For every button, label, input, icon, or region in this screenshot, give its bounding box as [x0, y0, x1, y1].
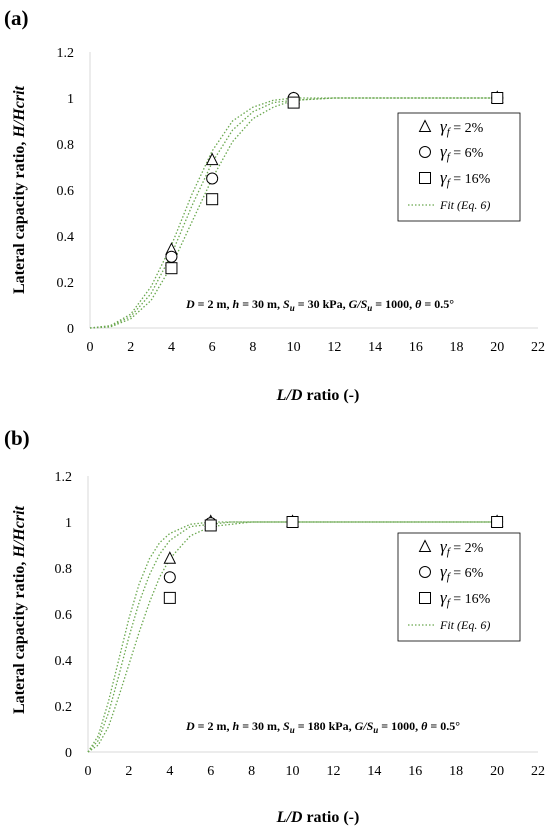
x-tick-label: 0	[85, 764, 92, 779]
y-tick-label: 1	[65, 516, 72, 531]
y-tick-label: 1	[67, 92, 74, 107]
y-tick-label: 1.2	[57, 46, 75, 61]
legend: γf = 2% γf = 6% γf = 16% Fit (Eq. 6)	[397, 112, 521, 222]
y-tick-label: 0.8	[55, 562, 73, 577]
square-marker	[163, 591, 176, 604]
chart-b: 0 0.2 0.4 0.6 0.8 1 1.2 0 2 4 6 8 10 12 14 16 18 20 22 La…	[11, 470, 546, 826]
x-tick-label: 14	[368, 340, 382, 355]
legend-entry-3: γf = 16%	[440, 168, 491, 189]
annotation: D = 2 m, h = 30 m, Su = 30 kPa, G/Su = 1…	[185, 297, 454, 313]
legend-square-symbol	[419, 172, 431, 184]
y-tick-label: 1.2	[55, 470, 73, 485]
x-tick-labels: 0 2 4 6 8 10 12 14 16 18 20 22	[87, 340, 546, 355]
fit-curve-1	[89, 97, 498, 329]
legend-entry-2: γf = 6%	[440, 562, 484, 583]
annotation: D = 2 m, h = 30 m, Su = 180 kPa, G/Su = …	[185, 719, 460, 735]
square-marker	[206, 193, 219, 206]
x-tick-label: 12	[326, 764, 340, 779]
triangle-marker	[163, 551, 177, 564]
y-tick-label: 0.2	[57, 276, 75, 291]
square-marker	[165, 262, 178, 275]
legend-symbols	[408, 539, 434, 626]
y-tick-label: 0.6	[55, 608, 73, 623]
circle-marker	[165, 250, 178, 263]
x-axis-title: L/D ratio (-)	[276, 387, 360, 404]
x-tick-label: 14	[367, 764, 381, 779]
legend-triangle-symbol	[418, 119, 432, 132]
legend-square-symbol	[419, 592, 431, 604]
x-tick-label: 22	[531, 764, 545, 779]
x-tick-label: 22	[531, 340, 545, 355]
legend: γf = 2% γf = 6% γf = 16% Fit (Eq. 6)	[397, 532, 521, 642]
fit-curves	[89, 97, 498, 329]
y-tick-label: 0.2	[55, 700, 73, 715]
y-axis-title: Lateral capacity ratio, H/Hcrit	[11, 505, 28, 714]
fit-curve-1	[87, 521, 498, 753]
x-tick-label: 2	[127, 340, 134, 355]
chart-a: 0 0.2 0.4 0.6 0.8 1 1.2 0 2 4 6 8 10 12 14 16 18 20 22 La…	[11, 46, 546, 404]
square-marker	[491, 92, 504, 104]
x-tick-label: 2	[125, 764, 132, 779]
fit-curve-2	[89, 97, 498, 329]
x-tick-label: 16	[409, 340, 423, 355]
x-tick-label: 16	[408, 764, 422, 779]
y-tick-label: 0	[65, 746, 72, 761]
y-tick-labels: 0 0.2 0.4 0.6 0.8 1 1.2	[55, 470, 73, 761]
x-tick-label: 18	[449, 764, 463, 779]
circle-marker	[206, 172, 219, 185]
x-tick-label: 12	[327, 340, 341, 355]
square-marker	[286, 516, 299, 528]
legend-entry-fit: Fit (Eq. 6)	[439, 198, 490, 212]
legend-circle-symbol	[419, 146, 431, 158]
y-tick-label: 0.6	[57, 184, 75, 199]
axes	[89, 52, 538, 329]
square-marker	[491, 516, 504, 528]
x-tick-label: 4	[166, 764, 173, 779]
legend-entry-1: γf = 2%	[440, 117, 484, 138]
x-tick-label: 0	[87, 340, 94, 355]
legend-triangle-symbol	[418, 539, 432, 552]
legend-entry-1: γf = 2%	[440, 537, 484, 558]
triangle-marker	[205, 152, 219, 166]
fit-curves	[87, 521, 498, 753]
square-marker	[287, 96, 300, 109]
x-axis-title: L/D ratio (-)	[276, 809, 360, 826]
axes	[87, 476, 538, 753]
y-tick-label: 0.4	[57, 230, 75, 245]
fit-curve-3	[87, 521, 498, 753]
x-tick-label: 10	[286, 764, 300, 779]
y-tick-label: 0.4	[55, 654, 73, 669]
x-tick-label: 20	[490, 764, 504, 779]
legend-entry-fit: Fit (Eq. 6)	[439, 618, 490, 632]
x-tick-label: 4	[168, 340, 175, 355]
panel-label-a: (a)	[4, 6, 29, 30]
data-markers	[163, 514, 504, 604]
fit-curve-3	[89, 97, 498, 329]
panel-label-b: (b)	[4, 426, 30, 450]
x-tick-label: 18	[450, 340, 464, 355]
x-tick-label: 8	[249, 340, 256, 355]
x-tick-label: 6	[209, 340, 216, 355]
square-marker	[204, 519, 217, 532]
legend-entry-2: γf = 6%	[440, 142, 484, 163]
x-tick-label: 6	[207, 764, 214, 779]
legend-symbols	[408, 119, 434, 206]
y-tick-label: 0.8	[57, 138, 75, 153]
fit-curve-2	[87, 521, 498, 753]
y-tick-label: 0	[67, 322, 74, 337]
x-tick-labels: 0 2 4 6 8 10 12 14 16 18 20 22	[85, 764, 546, 779]
legend-entry-3: γf = 16%	[440, 588, 491, 609]
x-tick-label: 20	[490, 340, 504, 355]
y-tick-labels: 0 0.2 0.4 0.6 0.8 1 1.2	[57, 46, 75, 337]
y-axis-title: Lateral capacity ratio, H/Hcrit	[11, 85, 28, 294]
x-tick-label: 8	[248, 764, 255, 779]
data-markers	[165, 90, 504, 275]
circle-marker	[163, 571, 176, 584]
legend-circle-symbol	[419, 566, 431, 578]
x-tick-label: 10	[287, 340, 301, 355]
